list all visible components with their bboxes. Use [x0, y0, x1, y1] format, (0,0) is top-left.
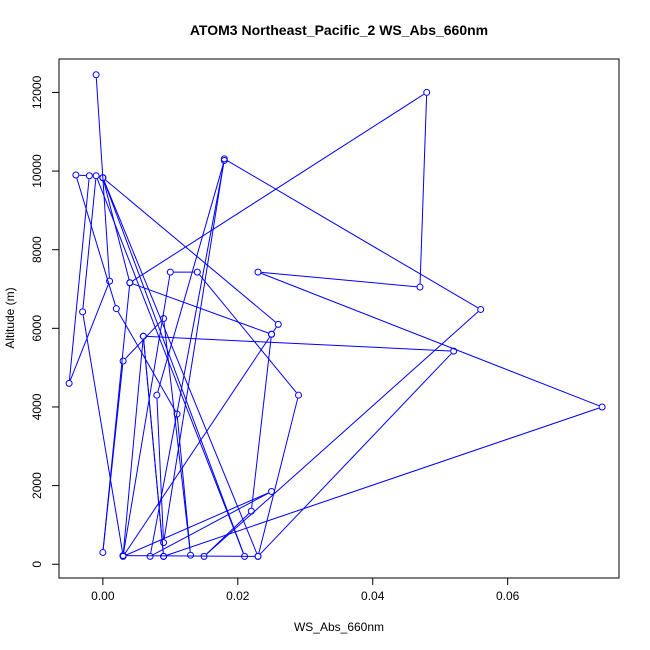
data-point: [173, 410, 181, 418]
data-point: [72, 171, 80, 179]
data-point: [220, 155, 228, 163]
y-axis-label: Altitude (m): [3, 287, 17, 348]
series-segment: [419, 95, 428, 284]
data-point: [193, 268, 201, 276]
series-segment: [82, 315, 124, 553]
series-segment: [163, 162, 225, 540]
series-segment: [261, 272, 600, 407]
data-point: [254, 552, 262, 560]
data-point: [247, 507, 255, 515]
series-segment: [227, 160, 478, 309]
series-points: [65, 71, 606, 560]
series-segment: [166, 407, 599, 556]
series-segment: [95, 78, 110, 278]
series-segment: [68, 179, 90, 380]
data-point: [160, 315, 168, 322]
data-point: [119, 552, 127, 560]
data-point: [187, 551, 195, 559]
series-segment: [82, 179, 97, 309]
y-tick-label: 8000: [30, 236, 44, 263]
x-axis: 0.00 0.02 0.04 0.06: [91, 577, 520, 603]
x-axis-label: WS_Abs_660nm: [294, 620, 384, 634]
data-point: [416, 283, 424, 291]
data-point: [268, 488, 276, 495]
data-point: [423, 88, 431, 96]
data-point: [65, 379, 73, 387]
series-segment: [258, 398, 299, 554]
series-segment: [260, 353, 452, 555]
chart-title: ATOM3 Northeast_Pacific_2 WS_Abs_660nm: [190, 22, 488, 38]
data-point: [146, 552, 154, 560]
series-segment: [103, 180, 258, 554]
data-point: [112, 305, 120, 313]
series-segment: [132, 93, 425, 282]
data-point: [598, 403, 606, 411]
series-segment: [199, 274, 297, 393]
series-segment: [150, 163, 225, 554]
series-segment: [156, 398, 164, 540]
x-tick-label: 0.02: [226, 589, 250, 603]
data-point: [79, 308, 87, 316]
data-point: [119, 357, 127, 365]
data-point: [200, 552, 208, 560]
data-point: [166, 268, 174, 276]
data-point: [153, 391, 161, 399]
series-segment: [117, 311, 176, 412]
y-tick-label: 12000: [30, 75, 44, 109]
series-segment: [273, 327, 277, 332]
data-point: [139, 332, 147, 340]
data-point: [450, 347, 458, 355]
data-point: [295, 391, 303, 399]
series-segment: [126, 555, 255, 557]
series-segment: [143, 339, 164, 553]
series-segment: [152, 492, 269, 556]
series-segment: [146, 335, 451, 352]
series-segment: [122, 339, 144, 553]
series-segment: [126, 492, 269, 556]
series-segment: [251, 337, 272, 508]
data-point: [477, 305, 485, 313]
x-tick-label: 0.06: [496, 589, 520, 603]
y-tick-label: 10000: [30, 154, 44, 188]
data-point: [85, 172, 93, 180]
series-segment: [103, 181, 130, 280]
x-tick-label: 0.00: [91, 589, 115, 603]
series-segment: [102, 286, 130, 550]
x-tick-label: 0.04: [361, 589, 385, 603]
data-point: [106, 277, 114, 285]
series-segment: [69, 284, 109, 381]
series-segment: [261, 271, 417, 288]
data-point: [99, 174, 107, 182]
data-point: [268, 330, 276, 338]
y-tick-label: 4000: [30, 393, 44, 420]
data-point: [274, 320, 282, 328]
series-segment: [105, 179, 276, 323]
data-point: [99, 548, 107, 556]
y-tick-label: 6000: [30, 315, 44, 342]
data-point: [126, 279, 134, 287]
y-tick-label: 0: [30, 561, 44, 568]
data-point: [92, 71, 100, 79]
data-point: [160, 539, 168, 547]
data-point: [254, 268, 262, 276]
series-segment: [206, 513, 250, 555]
data-point: [160, 552, 168, 560]
series-line: [68, 78, 600, 557]
y-axis: 0 2000 4000 6000 8000 10000 12000: [30, 75, 60, 568]
series-segment: [124, 336, 271, 554]
data-point: [241, 552, 249, 560]
data-point: [92, 172, 100, 180]
series-segment: [103, 180, 244, 554]
y-tick-label: 2000: [30, 472, 44, 499]
series-segment: [96, 178, 244, 554]
